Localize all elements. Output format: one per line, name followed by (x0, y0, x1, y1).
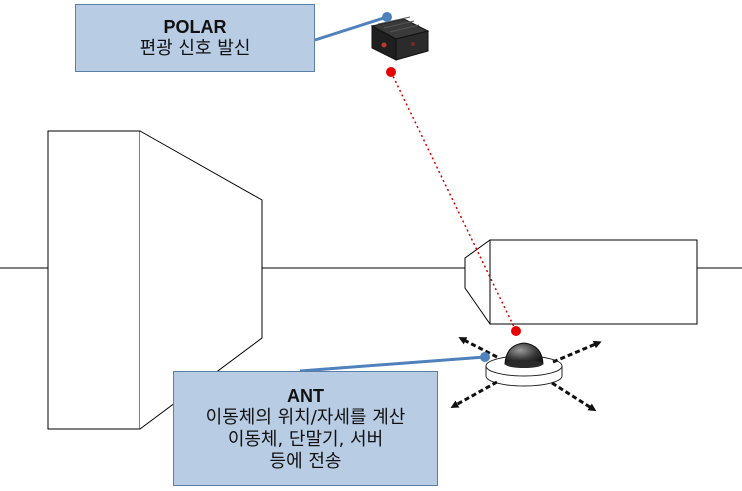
polar-leader-line (314, 15, 388, 42)
movement-arrow-icon (450, 380, 498, 408)
ant-description-line: 등에 전송 (269, 450, 342, 472)
ant-description-line: 이동체, 단말기, 서버 (227, 428, 384, 450)
ant-description-line: 이동체의 위치/자세를 계산 (205, 406, 406, 428)
ant-title: ANT (287, 385, 324, 406)
left-structure (47, 130, 263, 430)
polar-title: POLAR (163, 17, 227, 37)
right-structure (464, 239, 698, 325)
polar-device-icon (370, 16, 430, 61)
movement-arrow-icon (458, 337, 498, 359)
right-block-taper (464, 239, 491, 325)
left-block-body (47, 130, 141, 430)
ant-signal-dot (511, 326, 521, 336)
movement-arrows (450, 337, 602, 412)
ant-callout: ANT 이동체의 위치/자세를 계산 이동체, 단말기, 서버 등에 전송 (173, 371, 438, 486)
right-block-body (489, 239, 698, 325)
signal-path (390, 71, 517, 332)
polar-signal-dot (386, 67, 396, 77)
ant-device-icon (485, 342, 563, 387)
movement-arrow-icon (551, 381, 597, 412)
polar-description: 편광 신호 발신 (139, 38, 251, 59)
ant-leader-line (299, 355, 486, 373)
polar-anchor-dot (382, 12, 392, 22)
polar-callout: POLAR 편광 신호 발신 (75, 4, 315, 72)
movement-arrow-icon (552, 340, 602, 364)
ant-anchor-dot (480, 352, 490, 362)
